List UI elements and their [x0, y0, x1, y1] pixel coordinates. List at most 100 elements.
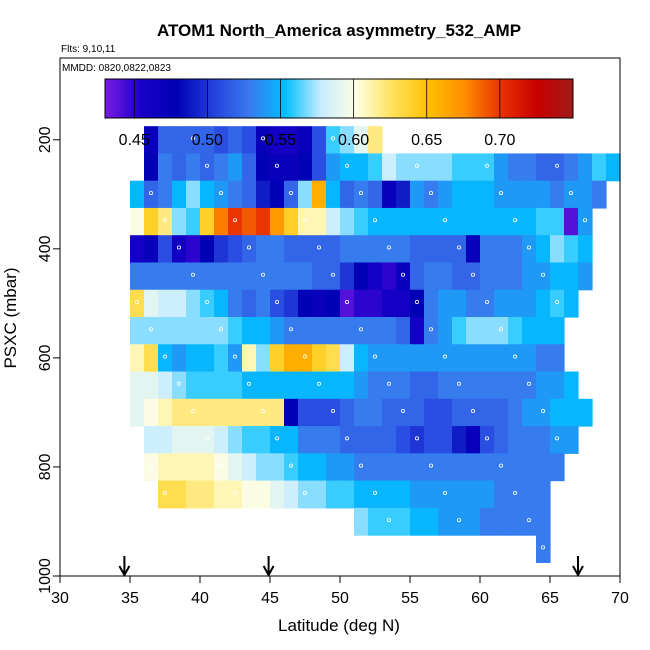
heatmap-cell — [368, 398, 383, 427]
x-axis-label: Latitude (deg N) — [278, 616, 400, 635]
heatmap-cell — [158, 317, 173, 345]
heatmap-cell — [550, 453, 565, 482]
sample-marker — [372, 354, 377, 359]
heatmap-cell — [228, 262, 243, 291]
x-tick-label: 30 — [51, 590, 69, 607]
heatmap-cell — [438, 317, 453, 345]
heatmap-cell — [480, 180, 495, 209]
heatmap-cell — [200, 371, 215, 400]
heatmap-cell — [494, 507, 509, 536]
heatmap-cell — [564, 207, 579, 236]
heatmap-cell — [172, 317, 187, 345]
heatmap-cell — [368, 235, 383, 264]
heatmap-cell — [326, 480, 341, 509]
heatmap-cell — [382, 480, 397, 509]
heatmap-cell — [214, 371, 229, 400]
sample-marker — [162, 490, 167, 495]
sample-marker — [442, 218, 447, 223]
heatmap-cell — [382, 289, 397, 318]
heatmap-cell — [172, 480, 187, 509]
heatmap-cell — [550, 207, 565, 236]
heatmap-cell — [214, 262, 229, 291]
heatmap-cell — [284, 262, 299, 291]
heatmap-cell — [130, 207, 145, 236]
heatmap-cell — [410, 317, 425, 345]
heatmap-cell — [424, 207, 439, 236]
heatmap-cell — [214, 289, 229, 318]
heatmap-cell — [354, 289, 369, 318]
heatmap-cell — [144, 344, 159, 373]
heatmap-cell — [256, 426, 271, 454]
sample-marker — [260, 409, 265, 414]
heatmap-cell — [326, 153, 341, 182]
heatmap-cell — [186, 371, 201, 400]
sample-marker — [344, 436, 349, 441]
heatmap-cell — [130, 398, 145, 427]
heatmap-cell — [354, 153, 369, 182]
heatmap-cell — [606, 153, 621, 182]
heatmap-cell — [298, 126, 313, 155]
sample-marker — [498, 190, 503, 195]
heatmap-cell — [242, 207, 257, 236]
colorbar-tick-label: 0.45 — [119, 132, 150, 149]
x-tick-label: 60 — [471, 590, 489, 607]
x-axis: 30 35 40 45 50 55 60 65 70 — [51, 576, 629, 607]
heatmap-cell — [270, 207, 285, 236]
sample-marker — [176, 245, 181, 250]
heatmap-cell — [466, 453, 481, 482]
sample-marker — [484, 436, 489, 441]
sample-marker — [288, 327, 293, 332]
heatmap-cell — [494, 153, 509, 182]
heatmap-cell — [536, 235, 551, 264]
sample-marker — [470, 272, 475, 277]
heatmap-cell — [480, 371, 495, 400]
heatmap-cell — [536, 180, 551, 209]
heatmap-cell — [578, 180, 593, 209]
heatmap-cell — [452, 317, 467, 345]
heatmap-cell — [144, 126, 159, 155]
heatmap-cell — [522, 207, 537, 236]
heatmap-cell — [298, 371, 313, 400]
heatmap-cell — [326, 426, 341, 454]
heatmap-cell — [522, 289, 537, 318]
flight-arrow — [118, 556, 131, 578]
heatmap-cell — [214, 398, 229, 427]
heatmap-cell — [256, 317, 271, 345]
heatmap-cell — [228, 453, 243, 482]
heatmap-cell — [368, 426, 383, 454]
heatmap-cell — [550, 317, 565, 345]
heatmap-cell — [410, 507, 425, 536]
colorbar-tick-label: 0.70 — [484, 132, 515, 149]
heatmap-cell — [144, 289, 159, 318]
sample-marker — [148, 327, 153, 332]
sample-marker — [456, 381, 461, 386]
heatmap-cell — [270, 180, 285, 209]
heatmap-cell — [480, 507, 495, 536]
sample-marker — [134, 300, 139, 305]
heatmap-cell — [564, 398, 579, 427]
sample-marker — [513, 218, 518, 223]
sample-marker — [204, 163, 209, 168]
heatmap-cell — [130, 262, 145, 291]
heatmap-cell — [438, 453, 453, 482]
x-tick-label: 65 — [541, 590, 559, 607]
heatmap-cell — [494, 262, 509, 291]
heatmap-cell — [382, 398, 397, 427]
heatmap-cell — [214, 480, 229, 509]
heatmap-cell — [424, 480, 439, 509]
sample-marker — [316, 245, 321, 250]
heatmap-cell — [200, 453, 215, 482]
heatmap-cell — [144, 398, 159, 427]
heatmap-cell — [284, 235, 299, 264]
heatmap-cell — [522, 344, 537, 373]
x-tick-label: 35 — [121, 590, 139, 607]
heatmap-cell — [284, 480, 299, 509]
heatmap-cell — [452, 426, 467, 454]
heatmap-cell — [452, 480, 467, 509]
heatmap-cell — [298, 153, 313, 182]
heatmap-cell — [354, 480, 369, 509]
heatmap-cell — [256, 344, 271, 373]
sample-marker — [302, 218, 307, 223]
sample-marker — [513, 490, 518, 495]
heatmap-cell — [298, 262, 313, 291]
